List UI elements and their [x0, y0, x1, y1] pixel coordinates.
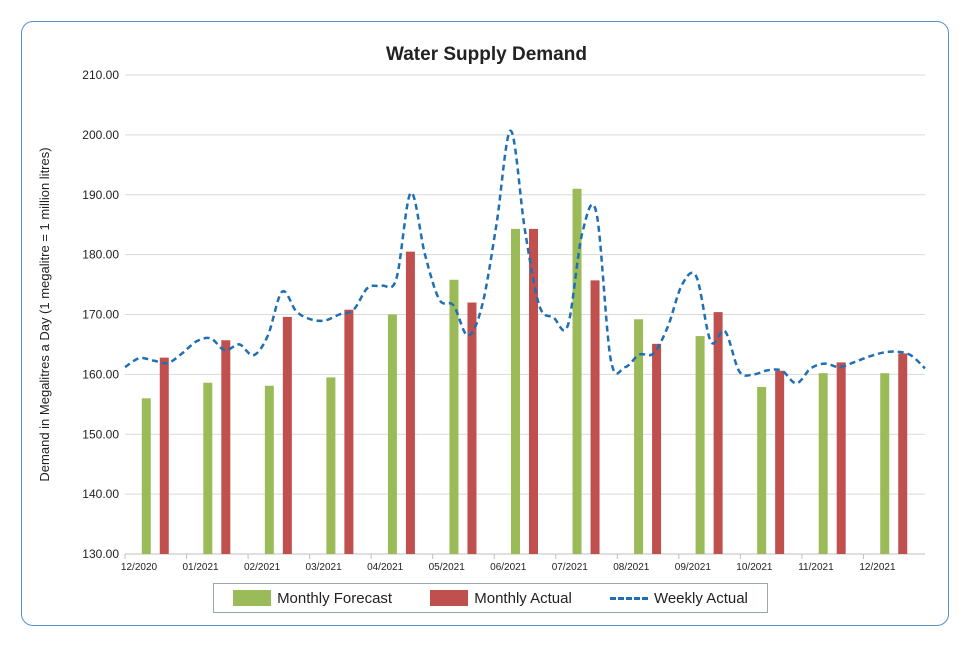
- y-tick-label: 200.00: [82, 128, 119, 142]
- bar-monthly-actual: [344, 309, 354, 554]
- y-tick-label: 150.00: [82, 427, 119, 441]
- legend-item-weekly: Weekly Actual: [609, 589, 748, 607]
- legend-swatch-forecast: [233, 590, 272, 606]
- bar-monthly-actual: [529, 228, 538, 554]
- y-tick-label: 140.00: [82, 487, 119, 501]
- bar-monthly-forecast: [264, 385, 274, 554]
- bar-monthly-forecast: [511, 228, 520, 554]
- legend-swatch-actual: [430, 590, 469, 606]
- bar-monthly-actual: [221, 340, 231, 554]
- legend-label-weekly: Weekly Actual: [653, 589, 748, 607]
- x-tick-label: 02/2021: [244, 562, 281, 573]
- y-tick-label: 180.00: [82, 248, 119, 262]
- chart-legend: Monthly Forecast Monthly Actual Weekly A…: [213, 583, 768, 613]
- chart-title: Water Supply Demand: [386, 44, 587, 65]
- bar-monthly-actual: [713, 312, 723, 554]
- bar-monthly-actual: [652, 343, 662, 554]
- bar-monthly-forecast: [572, 188, 582, 554]
- y-tick-label: 160.00: [82, 367, 119, 381]
- legend-label-forecast: Monthly Forecast: [277, 589, 393, 607]
- y-tick-label: 190.00: [82, 188, 119, 202]
- x-tick-label: 01/2021: [182, 562, 219, 573]
- bar-monthly-forecast: [449, 279, 459, 554]
- x-tick-label: 08/2021: [613, 562, 650, 573]
- bar-monthly-actual: [775, 370, 785, 554]
- x-tick-label: 10/2021: [736, 562, 773, 573]
- bar-monthly-actual: [405, 251, 415, 554]
- y-tick-label: 210.00: [82, 68, 119, 82]
- x-tick-label: 04/2021: [367, 562, 404, 573]
- x-tick-label: 06/2021: [490, 562, 527, 573]
- x-tick-label: 12/2020: [121, 562, 158, 573]
- bar-monthly-forecast: [818, 373, 828, 554]
- bar-monthly-forecast: [326, 377, 336, 554]
- y-tick-label: 130.00: [82, 547, 119, 561]
- bar-monthly-actual: [836, 362, 846, 554]
- x-tick-label: 09/2021: [675, 562, 712, 573]
- chart-frame: [21, 21, 949, 626]
- x-tick-label: 12/2021: [859, 562, 896, 573]
- bar-monthly-forecast: [634, 319, 644, 554]
- x-tick-label: 11/2021: [798, 562, 834, 573]
- y-tick-label: 170.00: [82, 308, 119, 322]
- line-weekly-actual: [124, 129, 926, 385]
- legend-item-forecast: Monthly Forecast: [233, 590, 392, 607]
- legend-swatch-weekly: [609, 596, 648, 600]
- bar-monthly-actual: [898, 353, 908, 554]
- y-axis-label: Demand in Megalitres a Day (1 megalitre …: [37, 147, 52, 481]
- bar-monthly-forecast: [203, 382, 213, 554]
- x-tick-label: 05/2021: [429, 562, 466, 573]
- bar-monthly-actual: [282, 316, 292, 554]
- bar-monthly-actual: [159, 357, 169, 554]
- bar-monthly-forecast: [880, 373, 890, 554]
- bar-monthly-forecast: [757, 386, 767, 554]
- bar-monthly-forecast: [695, 336, 705, 554]
- bar-monthly-actual: [467, 302, 477, 554]
- bar-monthly-forecast: [387, 314, 397, 554]
- bar-monthly-actual: [590, 280, 600, 554]
- x-tick-label: 03/2021: [306, 562, 343, 573]
- legend-label-actual: Monthly Actual: [474, 589, 572, 607]
- bar-monthly-forecast: [141, 398, 151, 554]
- legend-item-actual: Monthly Actual: [430, 590, 572, 607]
- x-tick-label: 07/2021: [552, 562, 589, 573]
